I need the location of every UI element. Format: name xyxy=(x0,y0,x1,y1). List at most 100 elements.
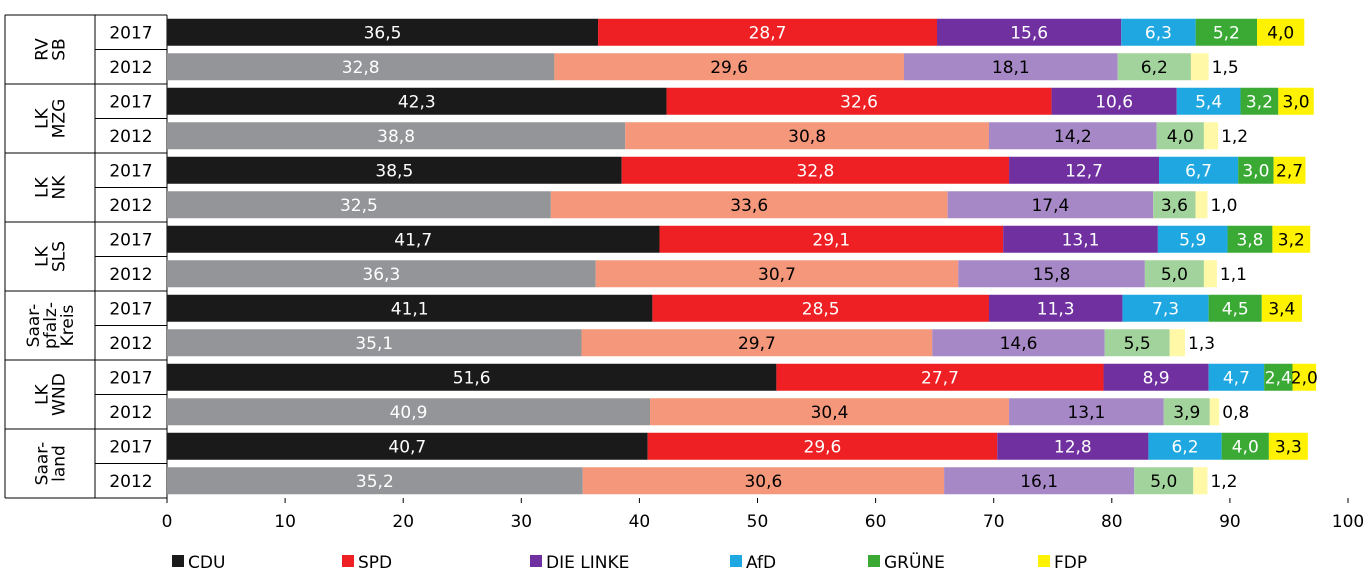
data-label: 4,7 xyxy=(1223,368,1250,388)
bar-segment-afd xyxy=(1121,18,1196,46)
bar-segment-gr-ne xyxy=(1144,260,1204,288)
bar-segment-cdu xyxy=(167,432,648,460)
year-label: 2017 xyxy=(109,299,152,319)
data-label: 7,3 xyxy=(1152,299,1179,319)
bar-segment-fdp xyxy=(1195,191,1208,219)
data-label: 6,2 xyxy=(1141,58,1168,78)
data-label: 6,7 xyxy=(1185,161,1212,181)
bar-segment-cdu xyxy=(167,363,777,391)
data-label: 42,3 xyxy=(398,92,436,112)
data-label: 2,0 xyxy=(1291,368,1318,388)
data-label: 4,0 xyxy=(1232,437,1259,457)
group-label: pfalz- xyxy=(41,302,61,349)
data-label: 30,8 xyxy=(788,127,826,147)
bar-segment-gr-ne xyxy=(1117,53,1191,81)
bar-segment-cdu xyxy=(167,260,596,288)
bar-segment-spd xyxy=(625,122,989,150)
bar-segment-cdu xyxy=(167,329,582,357)
bar-segment-cdu xyxy=(167,18,599,46)
year-label: 2012 xyxy=(109,403,152,423)
data-label: 13,1 xyxy=(1062,230,1100,250)
bar-segment-gr-ne xyxy=(1264,363,1293,391)
data-label: 30,6 xyxy=(744,472,782,492)
bar-segment-die-linke xyxy=(1103,363,1209,391)
data-label: 8,9 xyxy=(1143,368,1170,388)
data-label: 3,2 xyxy=(1278,230,1305,250)
group-label: Kreis xyxy=(58,304,78,346)
x-tick-label: 80 xyxy=(1101,512,1123,532)
bar-segment-gr-ne xyxy=(1208,294,1262,322)
data-label: 29,7 xyxy=(738,334,776,354)
data-label: 35,2 xyxy=(356,472,394,492)
year-label: 2012 xyxy=(109,472,152,492)
bar-segment-spd xyxy=(647,432,998,460)
bar-segment-spd xyxy=(666,87,1052,115)
data-label: 12,7 xyxy=(1065,161,1103,181)
data-label: 27,7 xyxy=(921,368,959,388)
data-label: 5,2 xyxy=(1213,23,1240,43)
group-label: WND xyxy=(50,373,70,416)
legend-entry: FDP xyxy=(1054,553,1087,573)
group-label: LK xyxy=(33,245,53,266)
data-label: 15,6 xyxy=(1010,23,1048,43)
bar-segment-die-linke xyxy=(944,467,1135,495)
year-label: 2017 xyxy=(109,368,152,388)
legend-swatch xyxy=(172,555,184,567)
bar-segment-spd xyxy=(652,294,989,322)
data-label: 5,0 xyxy=(1150,472,1177,492)
data-label: 41,1 xyxy=(391,299,429,319)
bar-segment-fdp xyxy=(1169,329,1186,357)
data-label: 5,9 xyxy=(1179,230,1206,250)
data-label: 1,3 xyxy=(1188,334,1215,354)
bar-segment-gr-ne xyxy=(1153,191,1196,219)
data-label: 2,7 xyxy=(1276,161,1303,181)
data-label: 36,5 xyxy=(364,23,402,43)
group-label: LK xyxy=(33,107,53,128)
data-label: 10,6 xyxy=(1095,92,1133,112)
data-label: 32,5 xyxy=(340,196,378,216)
data-label: 30,7 xyxy=(758,265,796,285)
legend-entry: GRÜNE xyxy=(884,551,945,573)
year-label: 2012 xyxy=(109,58,152,78)
data-label: 28,7 xyxy=(749,23,787,43)
bar-segment-afd xyxy=(1176,87,1241,115)
data-label: 40,9 xyxy=(390,403,428,423)
group-label: NK xyxy=(50,175,70,200)
bar-segment-gr-ne xyxy=(1163,398,1210,426)
bar-segment-fdp xyxy=(1257,18,1305,46)
group-label: Saar- xyxy=(24,304,44,348)
data-label: 15,8 xyxy=(1033,265,1071,285)
bar-segment-fdp xyxy=(1190,53,1209,81)
group-label: LK xyxy=(33,176,53,197)
bar-segment-die-linke xyxy=(988,294,1123,322)
bar-segment-die-linke xyxy=(947,191,1154,219)
data-label: 6,3 xyxy=(1145,23,1172,43)
data-label: 3,9 xyxy=(1173,403,1200,423)
bar-segment-fdp xyxy=(1272,225,1311,253)
bar-segment-cdu xyxy=(167,87,667,115)
data-label: 13,1 xyxy=(1067,403,1105,423)
x-tick-label: 100 xyxy=(1332,512,1364,532)
data-label: 1,5 xyxy=(1212,58,1239,78)
bar-segment-die-linke xyxy=(1051,87,1177,115)
legend-swatch xyxy=(530,555,542,567)
bar-segment-cdu xyxy=(167,122,626,150)
data-label: 3,4 xyxy=(1268,299,1295,319)
data-label: 3,6 xyxy=(1161,196,1188,216)
data-label: 17,4 xyxy=(1031,196,1069,216)
x-tick-label: 50 xyxy=(747,512,769,532)
bar-segment-spd xyxy=(659,225,1004,253)
data-label: 2,4 xyxy=(1265,368,1292,388)
group-label: SB xyxy=(50,38,70,60)
data-label: 11,3 xyxy=(1037,299,1075,319)
bar-segment-spd xyxy=(621,156,1010,184)
legend-entry: AfD xyxy=(746,553,776,573)
x-tick-label: 60 xyxy=(865,512,887,532)
group-label: SLS xyxy=(50,241,70,272)
data-label: 1,1 xyxy=(1220,265,1247,285)
data-label: 41,7 xyxy=(394,230,432,250)
bar-segment-spd xyxy=(550,191,948,219)
x-tick-label: 30 xyxy=(510,512,532,532)
x-tick-label: 10 xyxy=(274,512,296,532)
bar-segment-spd xyxy=(554,53,904,81)
